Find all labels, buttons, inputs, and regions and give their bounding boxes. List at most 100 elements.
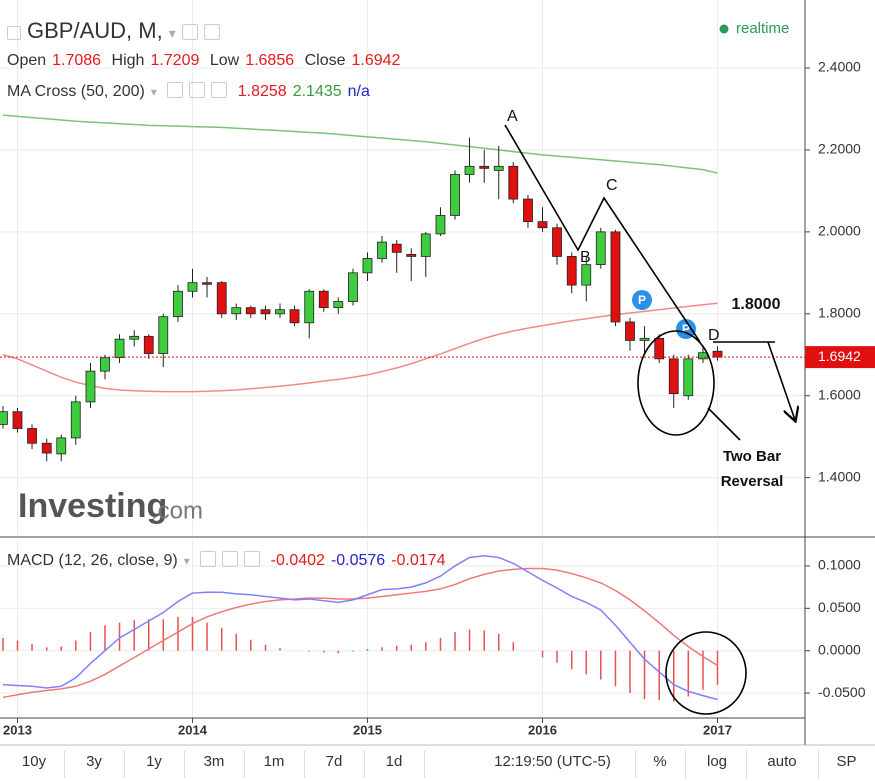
macd-circle <box>665 631 747 715</box>
candle-body <box>114 338 125 359</box>
candle-body <box>70 401 81 439</box>
line <box>2 302 718 393</box>
dropdown: ▾ <box>150 85 157 99</box>
annotation: D <box>708 327 720 344</box>
dropdown: ▾ <box>168 25 176 41</box>
candle-body <box>27 428 37 444</box>
y-tick-label: 0.0000 <box>818 641 861 657</box>
candle-body <box>56 437 67 455</box>
toolbar-button[interactable]: log <box>706 753 728 770</box>
separator <box>685 750 686 778</box>
y-tick-label: 2.2000 <box>818 141 861 157</box>
separator <box>184 750 185 778</box>
arrow <box>767 341 795 420</box>
event-marker <box>632 290 652 310</box>
separator <box>364 750 365 778</box>
macd-row: MACD (12, 26, close, 9) ▾ -0.0402 -0.0576-… <box>7 551 451 570</box>
ohlc-label: Low <box>209 52 240 69</box>
candle-body <box>610 231 621 323</box>
ohlc-value: 1.7086 <box>52 52 102 69</box>
candle-body <box>0 411 8 425</box>
toolbar-button[interactable]: 10y <box>21 753 47 770</box>
price-tag <box>805 346 875 369</box>
annotation: Reversal <box>721 473 784 490</box>
y-tick-label: 0.1000 <box>818 557 861 573</box>
icon <box>7 26 21 40</box>
toolbar-button[interactable]: 1y <box>146 753 162 770</box>
separator <box>64 750 65 778</box>
candle-body <box>639 337 650 341</box>
ohlc-label: Close <box>304 52 346 69</box>
annotation: A <box>507 108 518 125</box>
line <box>2 555 718 701</box>
ma-value: 1.8258 <box>237 83 287 100</box>
candle-body <box>304 290 315 324</box>
candle-body <box>85 370 96 403</box>
toolbar-button[interactable]: SP <box>836 753 857 770</box>
macd-title: MACD (12, 26, close, 9) <box>7 552 178 569</box>
candle-body <box>362 258 373 274</box>
toolbar-button[interactable]: 3y <box>86 753 102 770</box>
macd-value: -0.0576 <box>330 552 386 569</box>
candle-body <box>187 282 198 292</box>
candle-body <box>668 358 679 395</box>
ohlc-row: Open 1.7086 High 1.7209 Low 1.6856 Close 1.6… <box>7 52 406 70</box>
candle-body <box>406 253 417 257</box>
candle-body <box>581 264 592 286</box>
toolbar-button[interactable]: 7d <box>325 753 343 770</box>
axes: 1.4000 1.6000 1.8000 2.0000 2.2000 2.4000 1.69… <box>0 0 875 746</box>
y-tick-label: 0.0500 <box>818 599 861 615</box>
candle-body <box>537 221 548 229</box>
candle-body <box>318 290 329 309</box>
candle-body <box>464 165 475 175</box>
candle-body <box>158 316 169 354</box>
icon <box>211 82 228 98</box>
candle-body <box>41 442 52 454</box>
candle-body <box>523 198 533 223</box>
candle-body <box>420 233 431 257</box>
indicator: MA Cross (50, 200) <box>7 83 145 100</box>
y-tick-label: -0.0500 <box>818 684 866 700</box>
candle-body <box>479 165 490 169</box>
candle-body <box>625 321 635 341</box>
candle-body <box>202 282 212 285</box>
icon <box>203 24 220 40</box>
watermark: Investing <box>18 487 167 525</box>
separator <box>424 750 425 778</box>
dropdown: ▾ <box>183 554 190 568</box>
candle-body <box>129 335 140 340</box>
toolbar-button[interactable]: auto <box>767 753 797 770</box>
candle-body <box>450 174 460 216</box>
toolbar-button: 12:19:50 (UTC-5) <box>494 753 611 770</box>
line <box>2 114 718 174</box>
toolbar-button[interactable]: 1d <box>385 753 403 770</box>
event-marker-label: P <box>638 293 646 307</box>
candle-body <box>493 165 504 171</box>
candle-body <box>552 227 562 257</box>
x-tick-label: 2017 <box>703 722 732 737</box>
realtime: realtime <box>736 20 789 37</box>
annotation: B <box>580 249 591 266</box>
x-tick-label: 2015 <box>353 722 382 737</box>
candle-body <box>245 307 256 315</box>
candle-body <box>348 272 358 302</box>
y-tick-label: 1.8000 <box>818 304 861 320</box>
watermark-suffix: .com <box>151 497 203 524</box>
toolbar-button[interactable]: 3m <box>203 753 225 770</box>
ohlc-label: High <box>111 52 145 69</box>
candle-body <box>143 335 154 354</box>
event-marker-label: P <box>682 322 690 336</box>
annotations: A B C D 1.8000 Two Bar Reversal <box>504 108 795 715</box>
candle-body <box>260 309 271 315</box>
ma-value: 2.1435 <box>292 83 342 100</box>
y-tick-label: 1.6000 <box>818 386 861 402</box>
candle-body <box>435 215 446 235</box>
separator <box>635 750 636 778</box>
event-marker <box>676 319 696 339</box>
toolbar-button[interactable]: 1m <box>263 753 285 770</box>
toolbar-button[interactable]: % <box>653 753 667 770</box>
x-tick-label: 2014 <box>178 722 208 737</box>
pointer-line <box>707 407 741 441</box>
annotation: 1.8000 <box>732 296 781 313</box>
